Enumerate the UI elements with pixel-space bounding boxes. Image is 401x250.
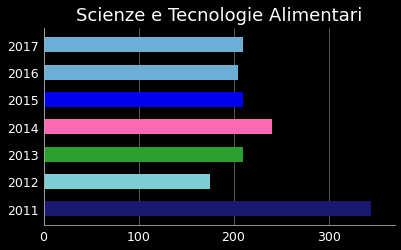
Bar — [43, 38, 243, 53]
Bar — [43, 65, 238, 80]
Bar — [43, 120, 271, 135]
Bar — [43, 202, 371, 216]
Bar — [43, 174, 209, 189]
Bar — [43, 147, 243, 162]
Title: Scienze e Tecnologie Alimentari: Scienze e Tecnologie Alimentari — [76, 7, 362, 25]
Bar — [43, 92, 243, 108]
